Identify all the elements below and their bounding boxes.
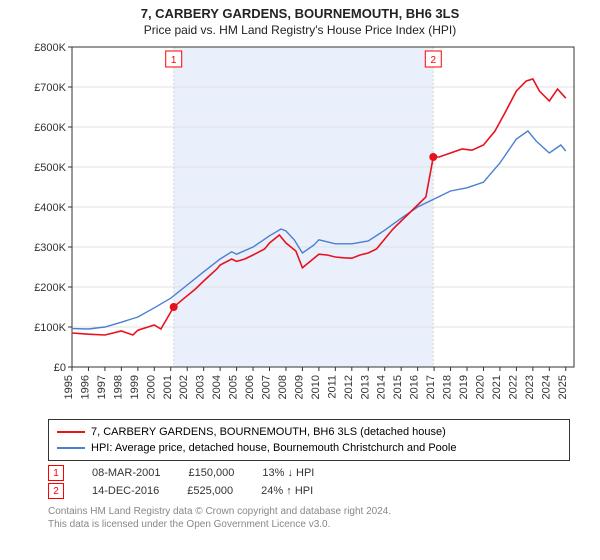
svg-text:2023: 2023 <box>524 375 536 399</box>
legend-swatch-icon <box>57 431 85 433</box>
sale-marker-icon: 1 <box>48 465 64 481</box>
svg-text:2000: 2000 <box>145 375 157 399</box>
svg-text:2024: 2024 <box>540 375 552 399</box>
svg-text:2018: 2018 <box>442 375 454 399</box>
svg-text:2002: 2002 <box>178 375 190 399</box>
svg-text:2020: 2020 <box>474 375 486 399</box>
up-arrow-icon: ↑ <box>286 485 292 497</box>
svg-text:2003: 2003 <box>195 375 207 399</box>
legend-label: HPI: Average price, detached house, Bour… <box>91 442 456 454</box>
legend-swatch-icon <box>57 447 85 449</box>
svg-text:2009: 2009 <box>293 375 305 399</box>
sale-row-2: 2 14-DEC-2016 £525,000 24% ↑ HPI <box>48 483 570 499</box>
sale-price: £525,000 <box>187 485 233 497</box>
svg-text:1997: 1997 <box>96 375 108 399</box>
attribution-footer: Contains HM Land Registry data © Crown c… <box>48 505 570 531</box>
svg-text:£400K: £400K <box>34 202 66 214</box>
svg-text:2022: 2022 <box>507 375 519 399</box>
svg-text:£600K: £600K <box>34 122 66 134</box>
svg-text:£700K: £700K <box>34 82 66 94</box>
svg-text:2001: 2001 <box>162 375 174 399</box>
svg-text:£300K: £300K <box>34 242 66 254</box>
sale-date: 14-DEC-2016 <box>92 485 159 497</box>
chart-subtitle: Price paid vs. HM Land Registry's House … <box>0 21 600 41</box>
svg-text:£200K: £200K <box>34 282 66 294</box>
svg-text:1998: 1998 <box>112 375 124 399</box>
svg-text:2012: 2012 <box>343 375 355 399</box>
legend-box: 7, CARBERY GARDENS, BOURNEMOUTH, BH6 3LS… <box>48 419 570 461</box>
down-arrow-icon: ↓ <box>287 467 293 479</box>
svg-text:2016: 2016 <box>409 375 421 399</box>
legend-item-price-paid: 7, CARBERY GARDENS, BOURNEMOUTH, BH6 3LS… <box>57 424 561 440</box>
sale-diff: 13% ↓ HPI <box>262 467 314 479</box>
svg-text:2013: 2013 <box>359 375 371 399</box>
svg-text:2: 2 <box>430 55 436 66</box>
svg-text:2008: 2008 <box>277 375 289 399</box>
legend-label: 7, CARBERY GARDENS, BOURNEMOUTH, BH6 3LS… <box>91 426 446 438</box>
svg-text:2019: 2019 <box>458 375 470 399</box>
svg-text:2007: 2007 <box>261 375 273 399</box>
svg-text:£500K: £500K <box>34 162 66 174</box>
sale-row-1: 1 08-MAR-2001 £150,000 13% ↓ HPI <box>48 465 570 481</box>
footer-line: Contains HM Land Registry data © Crown c… <box>48 505 570 518</box>
svg-text:2015: 2015 <box>392 375 404 399</box>
svg-text:£0: £0 <box>54 362 66 374</box>
svg-text:1999: 1999 <box>129 375 141 399</box>
svg-text:2017: 2017 <box>425 375 437 399</box>
sale-price: £150,000 <box>188 467 234 479</box>
svg-text:2004: 2004 <box>211 375 223 399</box>
svg-text:£800K: £800K <box>34 42 66 54</box>
svg-text:2021: 2021 <box>491 375 503 399</box>
sale-marker-icon: 2 <box>48 483 64 499</box>
svg-text:2005: 2005 <box>228 375 240 399</box>
chart-area: £0 £100K £200K £300K £400K £500K £600K £700K £80… <box>30 41 590 411</box>
svg-text:1: 1 <box>171 55 177 66</box>
sale-marker-number: 1 <box>53 468 59 479</box>
svg-text:2025: 2025 <box>557 375 569 399</box>
svg-text:2014: 2014 <box>376 375 388 399</box>
sale-diff: 24% ↑ HPI <box>261 485 313 497</box>
svg-text:2006: 2006 <box>244 375 256 399</box>
svg-text:£100K: £100K <box>34 322 66 334</box>
svg-text:1995: 1995 <box>63 375 75 399</box>
svg-text:2010: 2010 <box>310 375 322 399</box>
svg-text:1996: 1996 <box>79 375 91 399</box>
chart-title-address: 7, CARBERY GARDENS, BOURNEMOUTH, BH6 3LS <box>0 0 600 21</box>
footer-line: This data is licensed under the Open Gov… <box>48 518 570 531</box>
sale-date: 08-MAR-2001 <box>92 467 160 479</box>
legend-item-hpi: HPI: Average price, detached house, Bour… <box>57 440 561 456</box>
sale-marker-number: 2 <box>53 486 59 497</box>
svg-text:2011: 2011 <box>326 375 338 399</box>
line-chart: £0 £100K £200K £300K £400K £500K £600K £700K £80… <box>30 41 590 411</box>
figure-container: 7, CARBERY GARDENS, BOURNEMOUTH, BH6 3LS… <box>0 0 600 560</box>
